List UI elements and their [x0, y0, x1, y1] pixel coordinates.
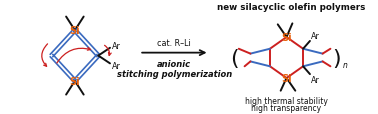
- Text: Ar: Ar: [311, 75, 320, 84]
- Text: anionic: anionic: [157, 60, 191, 69]
- Text: Si: Si: [70, 76, 80, 86]
- Text: high transparency: high transparency: [251, 103, 322, 112]
- Text: Si: Si: [281, 73, 292, 83]
- Text: new silacyclic olefin polymers: new silacyclic olefin polymers: [217, 3, 366, 12]
- Text: (: (: [231, 48, 239, 68]
- Text: cat. R–Li: cat. R–Li: [158, 38, 191, 47]
- Text: n: n: [343, 60, 348, 69]
- Text: ): ): [332, 48, 341, 68]
- Text: Si: Si: [70, 26, 80, 36]
- Text: high thermal stability: high thermal stability: [245, 96, 328, 105]
- Text: Ar: Ar: [112, 42, 121, 51]
- Text: Ar: Ar: [311, 32, 320, 41]
- Text: Si: Si: [281, 33, 292, 43]
- Text: Ar: Ar: [112, 61, 121, 70]
- Text: stitching polymerization: stitching polymerization: [117, 70, 232, 79]
